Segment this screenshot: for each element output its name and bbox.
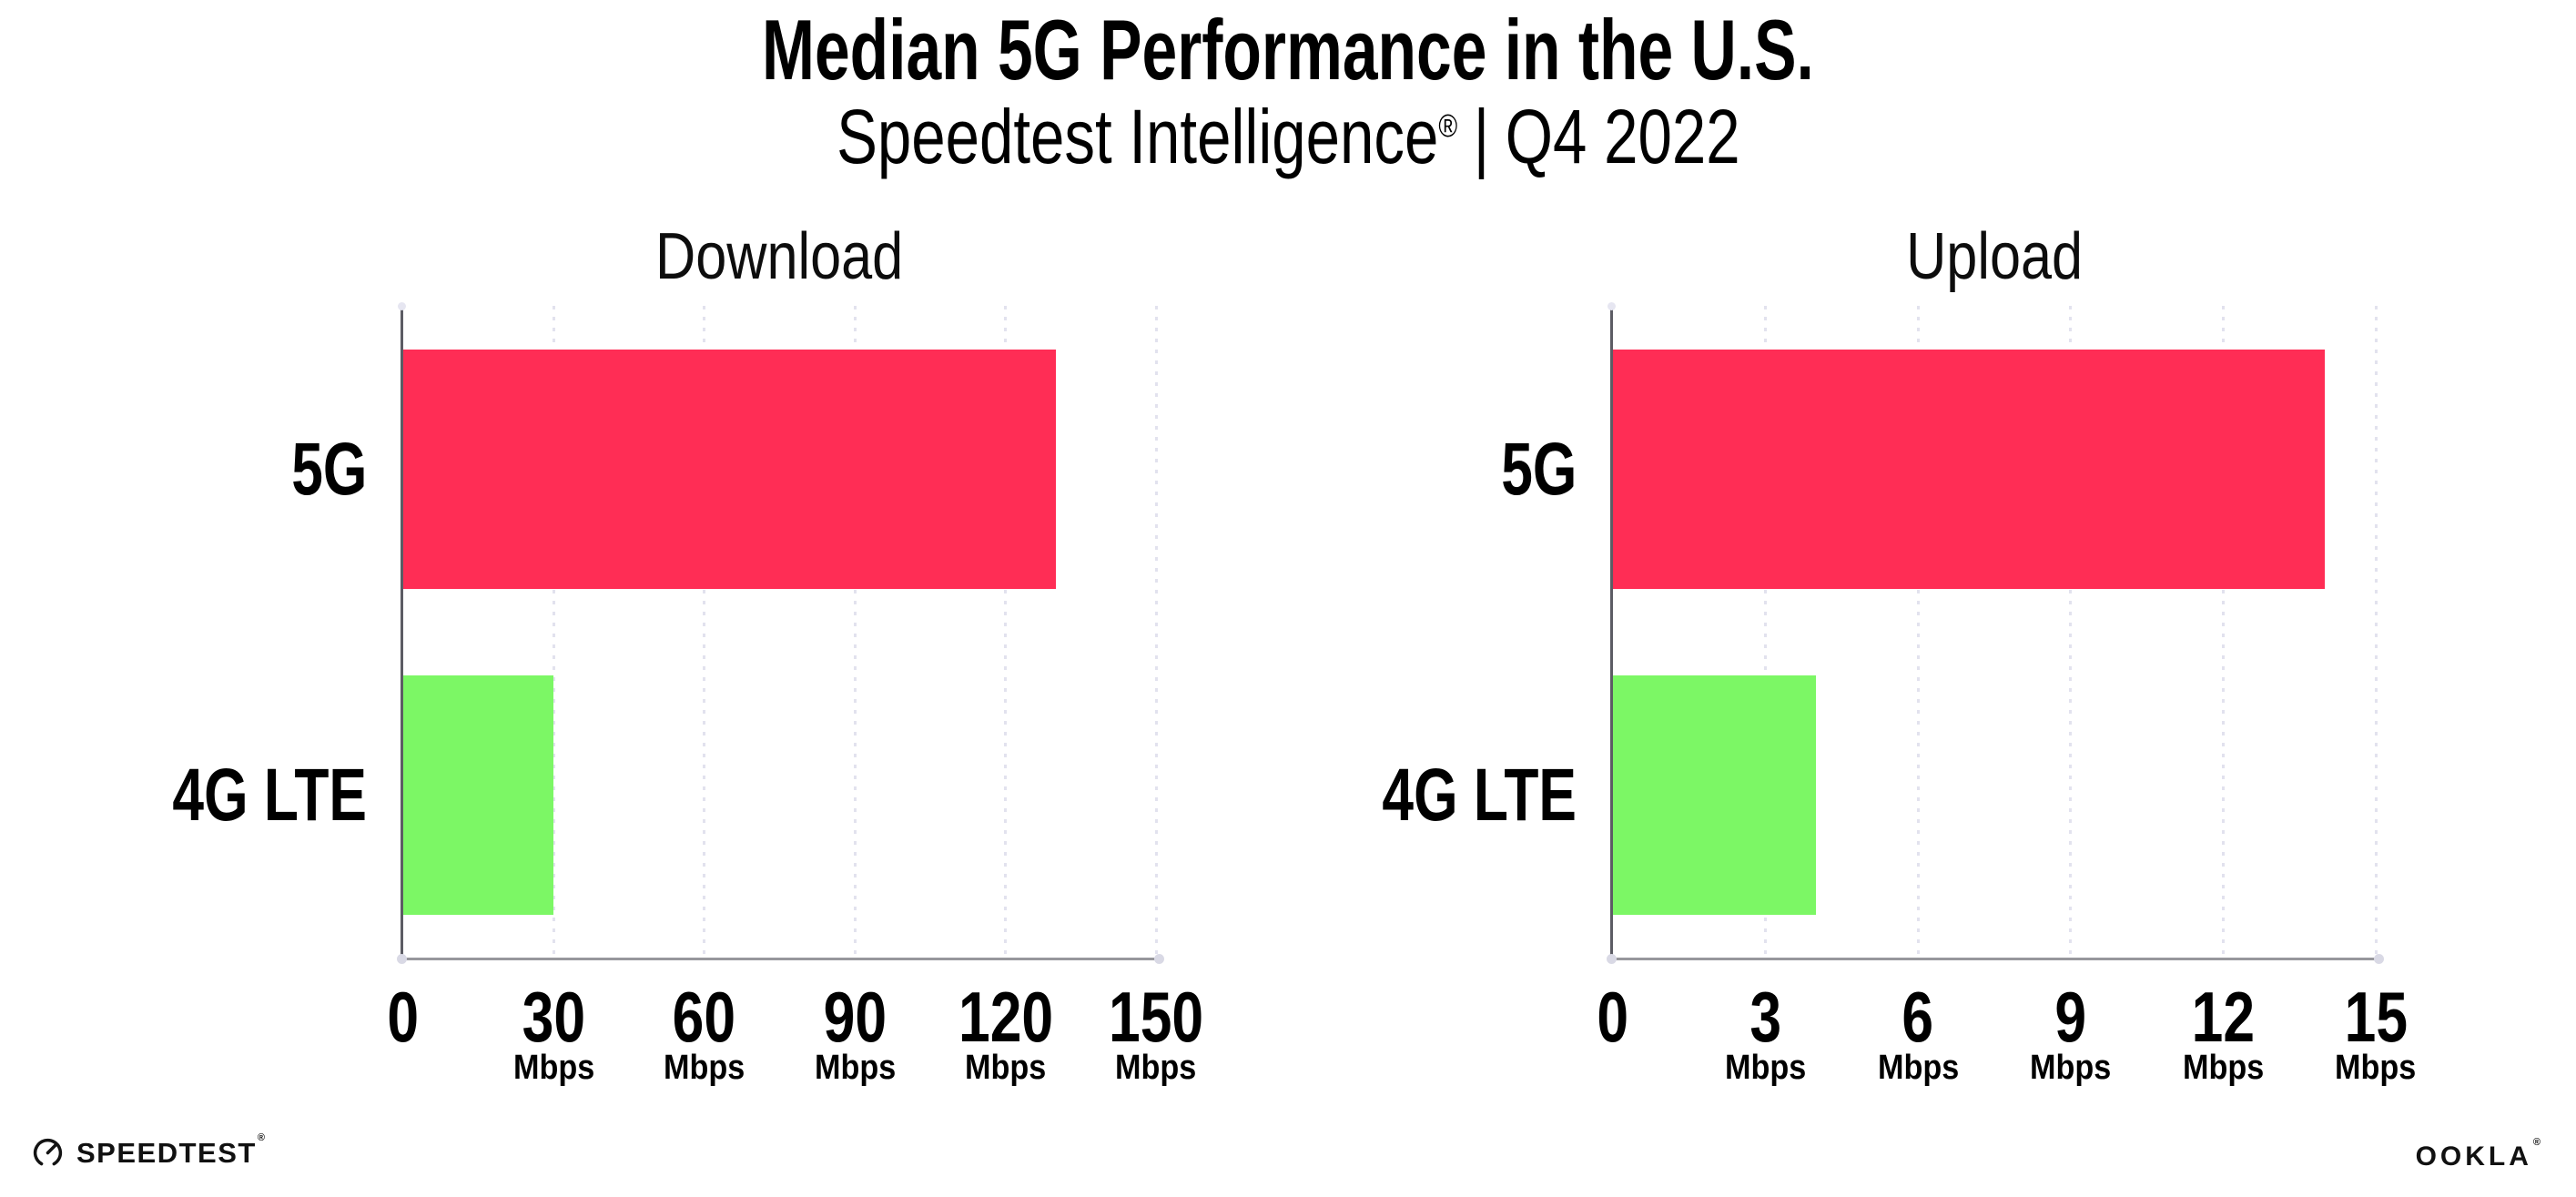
unit-label-30-text: Mbps	[512, 1049, 595, 1087]
tick-label-90-text: 90	[823, 977, 887, 1057]
y-axis	[1607, 302, 1616, 960]
chart-title-download-text: Download	[655, 220, 904, 293]
tick-label-0: 0	[1476, 981, 1749, 1052]
category-label-5g-text: 5G	[1500, 427, 1577, 511]
tick-label-12-text: 12	[2191, 977, 2256, 1057]
chart-title-upload: Upload	[1613, 224, 2376, 289]
axis-end-dot-left	[1607, 954, 1617, 964]
gridline-150	[1154, 306, 1158, 958]
registered-trademark-symbol: ®	[1437, 108, 1457, 144]
gridline-30	[552, 306, 555, 958]
x-axis	[1607, 954, 2384, 964]
tick-label-15: 15	[2239, 981, 2512, 1052]
ookla-logo: OOKLA®	[2415, 1137, 2544, 1172]
tick-label-120-text: 120	[958, 977, 1053, 1057]
tick-label-6-text: 6	[1902, 977, 1934, 1057]
tick-label-15-text: 15	[2344, 977, 2408, 1057]
unit-label-150-text: Mbps	[1115, 1049, 1197, 1087]
unit-label-9: Mbps	[1934, 1050, 2207, 1085]
gridline-15	[2374, 306, 2378, 958]
unit-label-6-text: Mbps	[1877, 1049, 1959, 1087]
unit-label-3-text: Mbps	[1724, 1049, 1807, 1087]
category-label-4g-lte-text: 4G LTE	[1382, 753, 1577, 837]
tick-label-3: 3	[1629, 981, 1902, 1052]
gridline-12	[2221, 306, 2225, 958]
tick-label-60-text: 60	[673, 977, 736, 1057]
category-label-4g-lte-text: 4G LTE	[172, 753, 367, 837]
tick-label-9-text: 9	[2054, 977, 2087, 1057]
gridline-6	[1916, 306, 1920, 958]
ookla-trademark-symbol: ®	[2532, 1137, 2544, 1148]
tick-label-6: 6	[1781, 981, 2054, 1052]
speedtest-trademark-symbol: ®	[257, 1132, 267, 1143]
speedtest-gauge-icon	[33, 1138, 63, 1168]
unit-label-30: Mbps	[417, 1050, 690, 1085]
page-title: Median 5G Performance in the U.S.	[0, 2, 2576, 97]
tick-label-120: 120	[869, 981, 1142, 1052]
subtitle-product: Speedtest Intelligence	[836, 94, 1438, 179]
tick-label-150-text: 150	[1108, 977, 1204, 1057]
tick-label-3-text: 3	[1749, 977, 1781, 1057]
subtitle: Speedtest Intelligence® | Q4 2022	[0, 95, 2576, 178]
category-label-5g: 5G	[0, 427, 367, 511]
axis-end-dot-right	[2374, 954, 2384, 964]
unit-label-15: Mbps	[2239, 1050, 2512, 1085]
category-label-5g: 5G	[1085, 427, 1577, 511]
bar-5g	[403, 350, 1056, 589]
unit-label-120: Mbps	[869, 1050, 1142, 1085]
tick-label-30: 30	[417, 981, 690, 1052]
tick-label-9: 9	[1934, 981, 2207, 1052]
unit-label-60: Mbps	[568, 1050, 841, 1085]
tick-label-150: 150	[1019, 981, 1293, 1052]
unit-label-120-text: Mbps	[964, 1049, 1047, 1087]
tick-label-30-text: 30	[522, 977, 586, 1057]
gridline-120	[1004, 306, 1008, 958]
axis-end-dot-left	[397, 954, 407, 964]
y-axis	[398, 302, 406, 960]
bar-4g-lte	[1613, 675, 1817, 915]
bar-5g	[1613, 350, 2326, 589]
chart-title-download: Download	[403, 224, 1156, 289]
speedtest-logo: SPEEDTEST®	[31, 1132, 267, 1170]
bar-4g-lte	[403, 675, 554, 915]
speedtest-wordmark: SPEEDTEST®	[76, 1132, 267, 1169]
page-title-text: Median 5G Performance in the U.S.	[762, 2, 1814, 97]
unit-label-150: Mbps	[1019, 1050, 1293, 1085]
tick-label-90: 90	[718, 981, 991, 1052]
tick-label-0-text: 0	[387, 977, 420, 1057]
unit-label-6: Mbps	[1781, 1050, 2054, 1085]
tick-label-60: 60	[568, 981, 841, 1052]
gridline-9	[2069, 306, 2073, 958]
unit-label-12-text: Mbps	[2182, 1049, 2265, 1087]
x-axis	[397, 954, 1164, 964]
axis-end-dot-right	[1154, 954, 1164, 964]
tick-label-0-text: 0	[1597, 977, 1629, 1057]
gridline-90	[853, 306, 857, 958]
chart-title-upload-text: Upload	[1906, 220, 2083, 293]
gridline-3	[1764, 306, 1768, 958]
tick-label-0: 0	[267, 981, 540, 1052]
ookla-wordmark: OOKLA®	[2415, 1137, 2544, 1172]
unit-label-60-text: Mbps	[664, 1049, 745, 1087]
unit-label-15-text: Mbps	[2335, 1049, 2417, 1087]
category-label-5g-text: 5G	[290, 427, 367, 511]
gridline-60	[703, 306, 706, 958]
subtitle-separator: |	[1473, 94, 1489, 179]
category-label-4g-lte: 4G LTE	[0, 753, 367, 837]
unit-label-9-text: Mbps	[2030, 1049, 2112, 1087]
tick-label-12: 12	[2086, 981, 2359, 1052]
unit-label-3: Mbps	[1629, 1050, 1902, 1085]
unit-label-90: Mbps	[718, 1050, 991, 1085]
category-label-4g-lte: 4G LTE	[1085, 753, 1577, 837]
unit-label-12: Mbps	[2086, 1050, 2359, 1085]
unit-label-90-text: Mbps	[814, 1049, 896, 1087]
subtitle-text: Speedtest Intelligence® | Q4 2022	[837, 95, 1740, 178]
subtitle-period: Q4 2022	[1505, 94, 1740, 179]
